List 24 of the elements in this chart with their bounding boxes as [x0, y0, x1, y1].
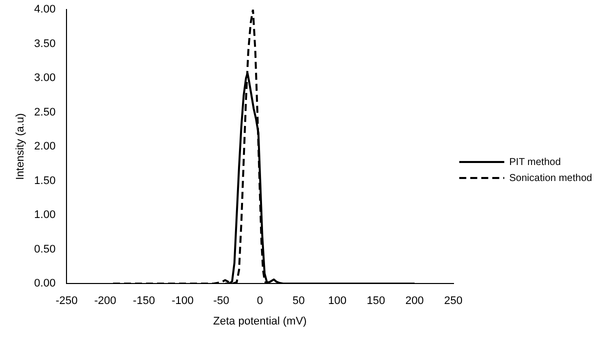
y-tick-label: 2.00 — [34, 140, 56, 153]
x-tick-label: 50 — [292, 295, 305, 308]
legend-label: PIT method — [509, 156, 561, 168]
x-tick-label: 0 — [256, 295, 263, 308]
y-axis-title: Intensity (a.u) — [14, 113, 27, 180]
y-tick-label: 2.50 — [34, 106, 56, 118]
y-tick-label: 1.00 — [34, 209, 56, 222]
x-tick-label: -100 — [172, 295, 194, 308]
y-tick-label: 3.50 — [34, 38, 56, 50]
y-tick-label: 3.00 — [34, 72, 56, 84]
x-tick-label: -150 — [132, 295, 155, 308]
y-tick-label: 0.00 — [34, 278, 56, 290]
x-tick-label: -200 — [94, 295, 116, 308]
x-tick-label: 200 — [405, 295, 424, 308]
y-tick-label: 1.50 — [34, 174, 56, 187]
x-axis-title: Zeta potential (mV) — [213, 315, 307, 328]
x-tick-label: 100 — [328, 295, 346, 308]
x-tick-label: -250 — [56, 295, 78, 308]
legend-label: Sonication method — [509, 172, 592, 184]
x-tick-label: -50 — [213, 295, 230, 308]
y-tick-label: 4.00 — [34, 4, 56, 16]
y-tick-label: 0.50 — [34, 243, 56, 256]
x-tick-label: 250 — [444, 295, 462, 308]
x-tick-label: 150 — [366, 295, 386, 308]
